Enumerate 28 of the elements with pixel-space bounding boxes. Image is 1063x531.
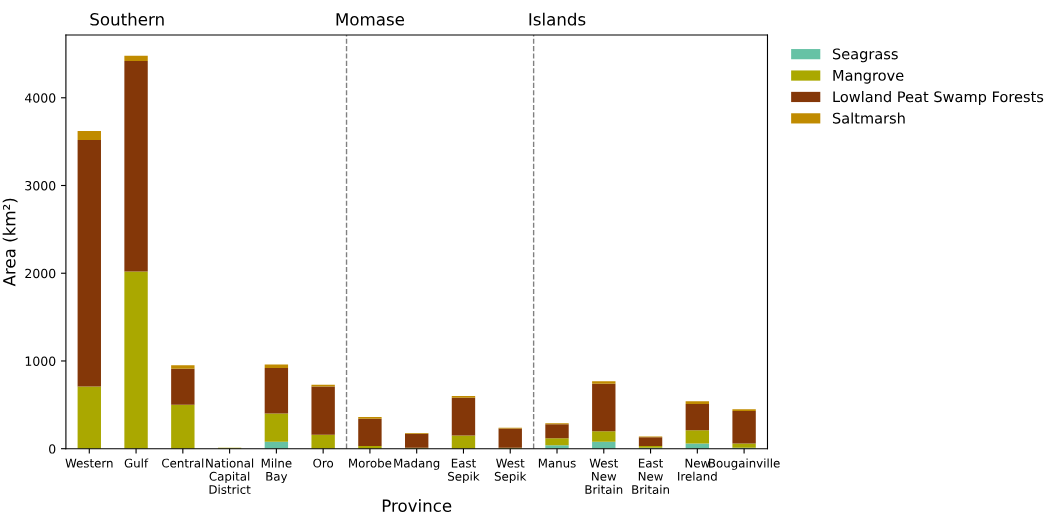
x-tick-label: Oro [313, 458, 334, 468]
x-tick-label: Manus [538, 458, 576, 468]
text: Southern [90, 12, 164, 26]
x-tick-label: East Sepik [448, 458, 480, 484]
y-tick-label: 3000 [25, 180, 56, 191]
x-tick-label: West Sepik [494, 458, 527, 484]
y-tick-label: 4000 [24, 93, 56, 103]
legend-label: Lowland Peat Swamp Forests [833, 90, 1044, 106]
x-axis-title: Province [382, 499, 452, 512]
legend-label: Mangrove [833, 70, 904, 84]
y-tick-label: 0 [49, 444, 56, 454]
text: Islands [529, 12, 586, 26]
x-tick-label: Western [65, 458, 113, 468]
x-tick-label: National Capital District [206, 458, 254, 494]
x-tick-label: West New Britain [585, 458, 623, 494]
y-tick-label: 1000 [25, 356, 56, 366]
x-tick-label: Madang [394, 458, 440, 470]
text: Momase [336, 13, 405, 26]
x-tick-label: Bougainville [709, 458, 780, 470]
y-axis-title: Area (km²) [2, 198, 18, 287]
x-tick-label: Central [162, 458, 204, 468]
legend-label: Saltmarsh [832, 112, 905, 124]
x-tick-label: Milne Bay [261, 458, 292, 484]
x-tick-label: Morobe [349, 458, 392, 468]
x-tick-label: Gulf [124, 458, 149, 468]
y-tick-label: 2000 [25, 268, 56, 279]
legend-label: Seagrass [832, 48, 898, 63]
x-tick-label: East New Britain [632, 458, 669, 494]
